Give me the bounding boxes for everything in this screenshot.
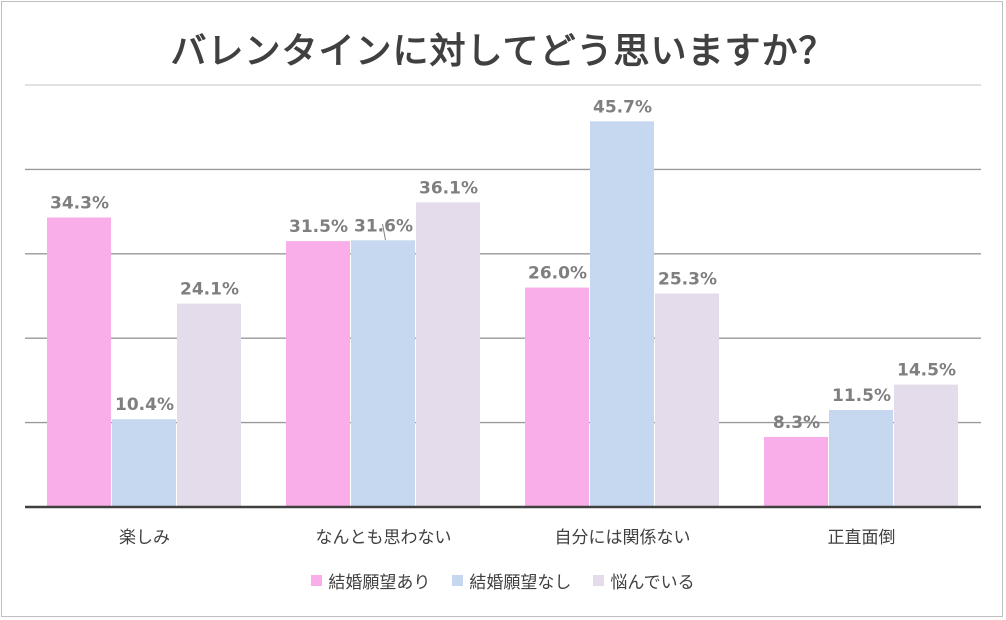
legend-item-series-3: 悩んでいる [593,568,695,593]
data-label: 14.5% [897,361,956,381]
bar-2-2 [351,240,415,507]
legend-label-series-1: 結婚願望あり [328,573,431,593]
leader-line [382,223,386,241]
bar-1-4 [764,436,828,507]
legend-swatch-series-3 [593,575,605,586]
data-label: 45.7% [593,97,652,117]
data-label: 34.3% [50,194,109,214]
bar-3-2 [416,202,480,508]
data-label: 25.3% [658,269,717,289]
bar-2-1 [112,419,176,507]
data-label: 26.0% [528,264,587,284]
category-label: 楽しみ [119,528,170,548]
data-label: 31.6% [354,216,413,236]
data-label: 11.5% [832,386,891,406]
bar-3-3 [655,293,719,507]
data-label: 36.1% [419,178,478,198]
category-label: なんとも思わない [316,528,452,548]
bar-1-2 [286,241,350,507]
legend-label-series-2: 結婚願望なし [469,573,572,593]
legend-swatch-series-2 [452,575,464,586]
legend-label-series-3: 悩んでいる [610,573,695,593]
data-label: 10.4% [115,395,174,415]
category-label: 正直面倒 [828,528,896,548]
legend-swatch-series-1 [311,575,323,586]
legend-item-series-1: 結婚願望あり [311,568,430,593]
bar-2-4 [829,409,893,507]
data-label: 8.3% [773,413,820,433]
legend-item-series-2: 結婚願望なし [452,568,571,593]
bar-1-3 [525,287,589,507]
bar-2-3 [590,121,654,508]
category-label: 自分には関係ない [555,528,691,548]
bar-1-1 [47,217,111,507]
chart-title: バレンタインに対してどう思いますか？ [170,31,836,72]
bar-3-4 [894,384,958,507]
data-label: 24.1% [180,280,239,300]
bar-3-1 [177,303,241,507]
data-label: 31.5% [289,217,348,237]
legend: 結婚願望あり 結婚願望なし 悩んでいる [0,568,1006,593]
